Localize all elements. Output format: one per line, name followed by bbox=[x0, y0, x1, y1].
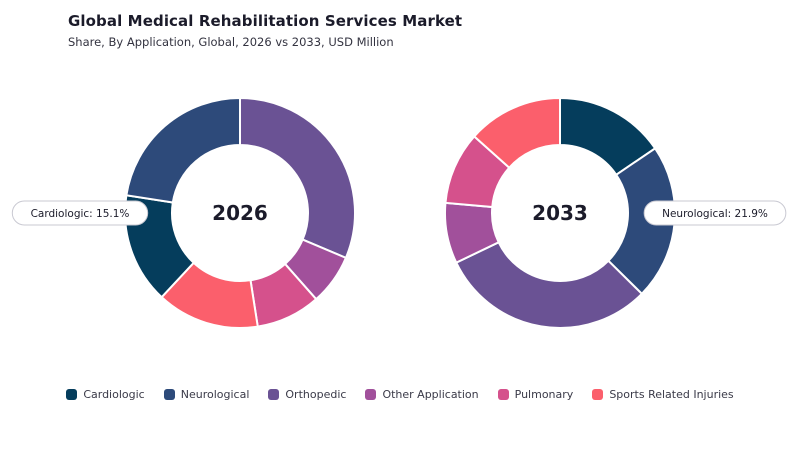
donut-slice-orthopedic[interactable] bbox=[239, 96, 356, 260]
legend-swatch bbox=[268, 388, 280, 400]
chart-title: Global Medical Rehabilitation Services M… bbox=[68, 12, 463, 30]
legend-swatch bbox=[497, 388, 509, 400]
legend-label: Sports Related Injuries bbox=[609, 387, 734, 401]
chart-legend: Cardiologic Neurological Orthopedic Othe… bbox=[0, 385, 800, 403]
callout-label: Cardiologic: 15.1% bbox=[31, 208, 130, 220]
donut-slice-neurological[interactable] bbox=[125, 96, 241, 204]
donut-chart-2026: 2026 Cardiologic: 15.1% bbox=[11, 96, 356, 329]
legend-swatch bbox=[163, 388, 175, 400]
legend-swatch bbox=[365, 388, 377, 400]
legend-swatch bbox=[592, 388, 604, 400]
legend-swatch bbox=[66, 388, 78, 400]
callout-label: Neurological: 21.9% bbox=[662, 208, 768, 220]
chart-subtitle: Share, By Application, Global, 2026 vs 2… bbox=[68, 35, 394, 49]
donut-slice-sports-related-injuries[interactable] bbox=[472, 96, 561, 170]
callout-box bbox=[11, 200, 149, 226]
donut-callout: Cardiologic: 15.1% bbox=[11, 200, 149, 226]
legend-label: Cardiologic bbox=[83, 387, 145, 401]
legend-label: Other Application bbox=[382, 387, 479, 401]
legend-item-sports-related-injuries[interactable]: Sports Related Injuries bbox=[592, 387, 734, 401]
legend-label: Orthopedic bbox=[285, 387, 347, 401]
legend-item-other-application[interactable]: Other Application bbox=[365, 387, 479, 401]
legend-item-orthopedic[interactable]: Orthopedic bbox=[268, 388, 346, 401]
donut-center-label: 2033 bbox=[532, 201, 588, 225]
donut-callout: Neurological: 21.9% bbox=[643, 200, 787, 226]
donut-slice-orthopedic[interactable] bbox=[454, 241, 644, 329]
legend-label: Neurological bbox=[180, 387, 250, 401]
legend-item-neurological[interactable]: Neurological bbox=[163, 387, 250, 401]
legend-label: Pulmonary bbox=[514, 387, 574, 401]
donut-center-label: 2026 bbox=[212, 201, 268, 225]
callout-box bbox=[643, 200, 787, 226]
legend-item-pulmonary[interactable]: Pulmonary bbox=[497, 387, 574, 401]
legend-item-cardiologic[interactable]: Cardiologic bbox=[66, 387, 145, 401]
donut-chart-2033: 2033 Neurological: 21.9% bbox=[444, 96, 787, 329]
